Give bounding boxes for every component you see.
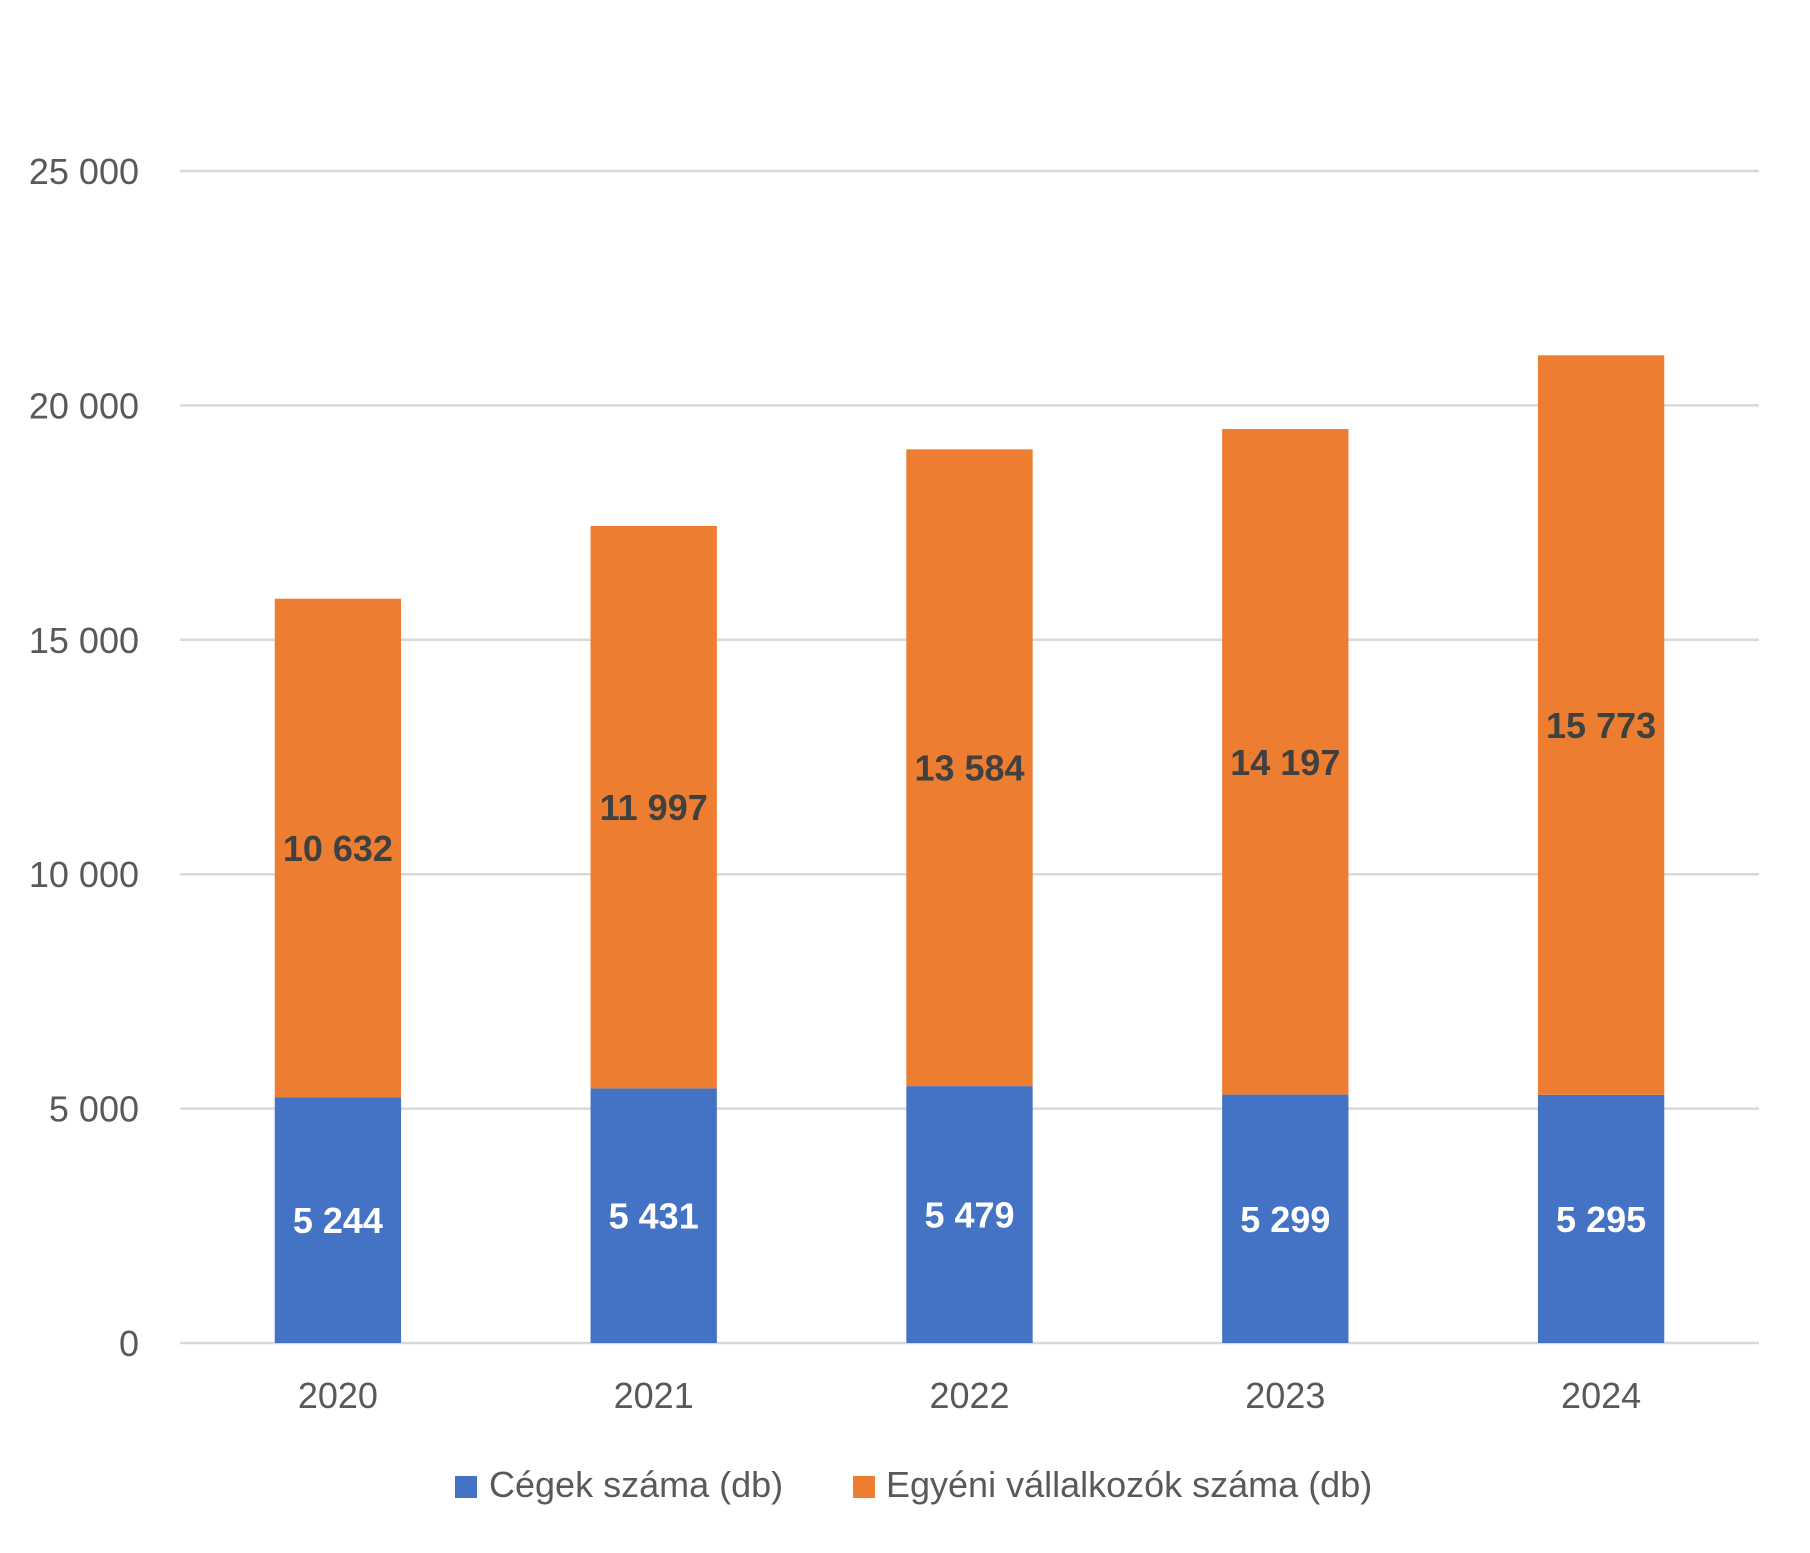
y-tick-label: 10 000 — [29, 854, 139, 895]
data-label-cegek-2023: 5 299 — [1240, 1199, 1330, 1240]
legend-item-cegek[interactable]: Cégek száma (db) — [455, 1464, 783, 1505]
x-tick-label: 2023 — [1245, 1375, 1325, 1416]
bar-segment-cegek-2022[interactable] — [906, 1086, 1033, 1343]
bar-segment-cegek-2020[interactable] — [274, 1097, 402, 1343]
legend-swatch-cegek — [455, 1476, 477, 1498]
bar-segment-cegek-2024[interactable] — [1537, 1094, 1665, 1343]
legend-label-egyeni-vallalkozok: Egyéni vállalkozók száma (db) — [886, 1464, 1372, 1505]
data-label-egyeni-vallalkozok-2020: 10 632 — [283, 828, 393, 869]
legend-label-cegek: Cégek száma (db) — [489, 1464, 783, 1505]
y-axis: 0 5 000 10 000 15 000 20 000 25 000 — [29, 151, 139, 1364]
bar-segment-egyeni-vallalkozok-2023[interactable] — [1222, 429, 1349, 1095]
data-labels: 5 244 10 632 5 431 11 997 5 479 13 584 5 299 14… — [283, 705, 1656, 1241]
data-label-cegek-2021: 5 431 — [609, 1196, 699, 1237]
x-axis: 2020 2021 2022 2023 2024 — [298, 1375, 1641, 1416]
bar-segment-egyeni-vallalkozok-2022[interactable] — [906, 449, 1033, 1087]
y-tick-label: 5 000 — [49, 1089, 139, 1130]
y-tick-label: 25 000 — [29, 151, 139, 192]
y-tick-label: 15 000 — [29, 620, 139, 661]
data-label-egyeni-vallalkozok-2022: 13 584 — [914, 748, 1024, 789]
bar-segment-egyeni-vallalkozok-2020[interactable] — [274, 598, 402, 1098]
x-tick-label: 2021 — [614, 1375, 694, 1416]
bar-segment-egyeni-vallalkozok-2021[interactable] — [590, 525, 717, 1089]
legend-swatch-egyeni-vallalkozok — [853, 1476, 875, 1498]
bar-segment-cegek-2021[interactable] — [590, 1088, 717, 1343]
data-label-cegek-2022: 5 479 — [924, 1195, 1014, 1236]
y-tick-label: 20 000 — [29, 385, 139, 426]
data-label-cegek-2024: 5 295 — [1556, 1199, 1646, 1240]
bar-segment-cegek-2023[interactable] — [1222, 1094, 1349, 1343]
data-label-egyeni-vallalkozok-2021: 11 997 — [600, 787, 708, 828]
y-tick-label: 0 — [119, 1323, 139, 1364]
bar-segment-egyeni-vallalkozok-2024[interactable] — [1537, 355, 1665, 1095]
x-tick-label: 2022 — [929, 1375, 1009, 1416]
data-label-egyeni-vallalkozok-2024: 15 773 — [1546, 705, 1656, 746]
legend: Cégek száma (db) Egyéni vállalkozók szám… — [455, 1464, 1372, 1505]
x-tick-label: 2020 — [298, 1375, 378, 1416]
data-label-egyeni-vallalkozok-2023: 14 197 — [1230, 742, 1340, 783]
legend-item-egyeni-vallalkozok[interactable]: Egyéni vállalkozók száma (db) — [853, 1464, 1372, 1505]
bars — [274, 355, 1665, 1343]
data-label-cegek-2020: 5 244 — [293, 1200, 383, 1241]
x-tick-label: 2024 — [1561, 1375, 1641, 1416]
